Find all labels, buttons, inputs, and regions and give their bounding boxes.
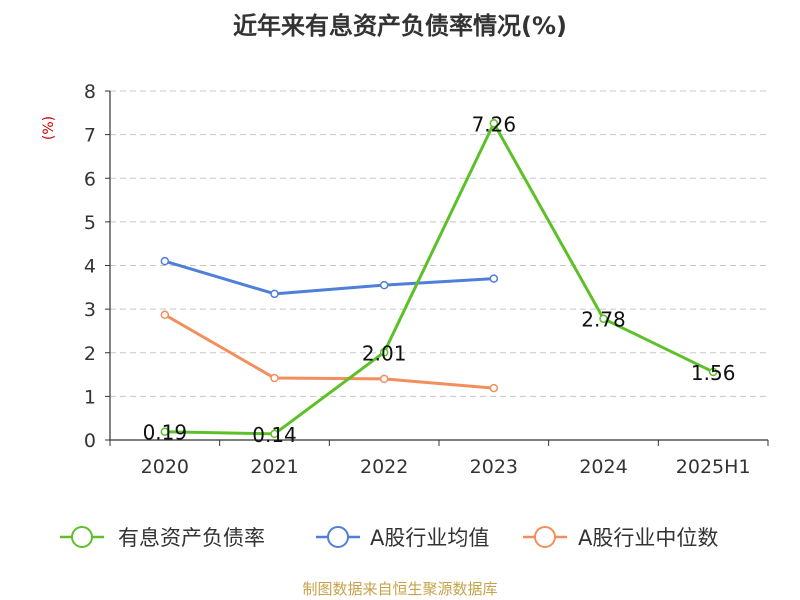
data-label: 0.19 <box>143 421 188 445</box>
legend-item[interactable]: A股行业均值 <box>316 526 489 550</box>
data-point <box>599 314 608 323</box>
x-tick-label: 2023 <box>470 456 518 478</box>
x-tick-label: 2020 <box>141 456 189 478</box>
y-tick-label: 2 <box>84 343 96 365</box>
chart-title: 近年来有息资产负债率情况(%) <box>233 12 567 40</box>
data-point <box>489 119 499 128</box>
legend-label: 有息资产负债率 <box>118 526 265 550</box>
x-tick-label: 2021 <box>250 456 298 478</box>
data-label: 1.56 <box>691 361 736 385</box>
data-label: 2.01 <box>362 341 407 365</box>
y-tick-label: 4 <box>84 256 96 278</box>
data-point <box>379 280 389 290</box>
y-tick-label: 0 <box>84 430 96 452</box>
x-tick-label: 2022 <box>360 456 408 478</box>
y-tick-label: 7 <box>84 125 96 147</box>
y-tick-label: 1 <box>84 386 96 408</box>
data-label: 2.78 <box>581 308 626 332</box>
data-point <box>489 274 499 283</box>
legend-label: A股行业均值 <box>370 526 489 550</box>
legend-marker <box>327 526 349 548</box>
series-line <box>164 313 494 390</box>
legend-label: A股行业中位数 <box>578 526 718 550</box>
series-line <box>164 121 714 436</box>
source-note: 制图数据来自恒生聚源数据库 <box>302 580 498 598</box>
y-tick-label: 8 <box>84 81 96 103</box>
axes <box>109 91 768 441</box>
legend-marker <box>71 526 93 548</box>
data-point <box>160 310 170 320</box>
data-label: 0.14 <box>252 423 297 447</box>
data-point <box>489 383 499 393</box>
legend-item[interactable]: 有息资产负债率 <box>60 526 265 550</box>
y-tick-label: 6 <box>84 168 96 190</box>
data-point <box>270 429 279 439</box>
series-line <box>164 259 494 296</box>
legend[interactable]: 有息资产负债率 A股行业均值 A股行业中位数 <box>60 526 718 550</box>
data-point <box>708 367 718 377</box>
legend-item[interactable]: A股行业中位数 <box>523 526 718 550</box>
data-point <box>379 348 389 357</box>
data-point <box>379 374 389 384</box>
x-axis-ticks: 2020 2021 2022 2023 2024 2025H1 <box>109 440 769 478</box>
series-group <box>160 119 718 439</box>
data-point <box>160 256 170 266</box>
data-point <box>160 427 170 436</box>
data-point <box>270 373 279 383</box>
data-labels: 0.19 0.14 2.01 7.26 2.78 1.56 <box>143 112 736 447</box>
y-axis-label: (%) <box>41 116 57 140</box>
y-axis-ticks: 0 1 2 3 4 5 6 7 8 <box>84 81 110 452</box>
data-label: 7.26 <box>472 112 517 136</box>
data-point <box>270 289 279 299</box>
x-tick-label: 2024 <box>579 456 627 478</box>
x-tick-label: 2025H1 <box>676 456 751 478</box>
legend-marker <box>534 526 556 548</box>
y-tick-label: 5 <box>84 212 96 234</box>
y-tick-label: 3 <box>84 299 96 321</box>
